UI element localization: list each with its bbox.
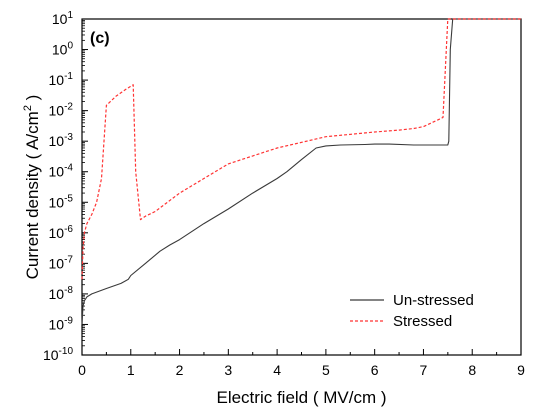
y-axis-label-suffix: ) <box>23 95 42 105</box>
x-tick-label: 8 <box>468 362 476 378</box>
y-tick-label: 10-2 <box>49 102 74 119</box>
legend: Un-stressed Stressed <box>350 292 474 330</box>
series-lines <box>81 18 521 325</box>
y-axis-label-superscript: 2 <box>22 105 34 111</box>
x-tick-label: 7 <box>420 362 428 378</box>
axis-tick-labels: 0 1 2 3 4 5 6 7 8 9 10-10 10-9 10-8 10-7 10-6 10-5 10-4 1… <box>43 10 525 378</box>
x-tick-label: 3 <box>224 362 232 378</box>
y-tick-label: 100 <box>52 41 74 58</box>
y-tick-label: 10-4 <box>49 163 74 180</box>
legend-label-un-stressed: Un-stressed <box>393 292 474 309</box>
x-tick-label: 6 <box>371 362 379 378</box>
x-tick-label: 1 <box>127 362 135 378</box>
y-tick-label: 10-8 <box>49 285 74 302</box>
y-tick-label: 10-5 <box>49 193 74 210</box>
y-tick-label: 101 <box>52 10 74 27</box>
x-tick-label: 4 <box>273 362 281 378</box>
x-tick-label: 0 <box>78 362 86 378</box>
y-tick-label: 10-3 <box>49 132 74 149</box>
y-axis-label-main: Current density ( A/cm <box>23 111 42 279</box>
y-tick-label: 10-9 <box>49 315 74 332</box>
series-line-un-stressed <box>81 18 521 325</box>
x-tick-label: 5 <box>322 362 330 378</box>
series-line-stressed <box>81 18 521 280</box>
legend-label-stressed: Stressed <box>393 313 452 330</box>
x-axis-label: Electric field ( MV/cm ) <box>216 388 386 407</box>
y-axis-label: Current density ( A/cm2 ) <box>22 95 42 280</box>
y-tick-label: 10-10 <box>43 346 73 363</box>
y-tick-label: 10-7 <box>49 254 74 271</box>
axis-ticks <box>81 18 522 356</box>
y-tick-label: 10-6 <box>49 224 74 241</box>
panel-label: (c) <box>90 30 110 47</box>
x-tick-label: 2 <box>176 362 184 378</box>
y-tick-label: 10-1 <box>49 71 74 88</box>
x-tick-label: 9 <box>517 362 525 378</box>
